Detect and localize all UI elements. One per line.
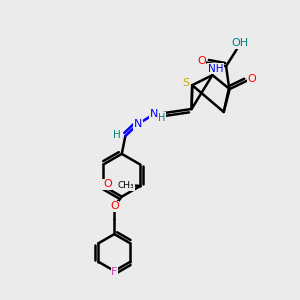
Text: O: O	[103, 179, 112, 190]
Text: OH: OH	[232, 38, 249, 48]
Text: F: F	[111, 268, 118, 278]
Text: O: O	[248, 74, 256, 84]
Text: N: N	[134, 119, 142, 129]
Text: N: N	[150, 109, 158, 119]
Text: NH: NH	[208, 64, 223, 74]
Text: S: S	[182, 78, 189, 88]
Text: H: H	[113, 130, 121, 140]
Text: O: O	[110, 201, 119, 211]
Text: H: H	[158, 112, 166, 123]
Text: O: O	[197, 56, 206, 66]
Text: CH₃: CH₃	[118, 182, 134, 190]
